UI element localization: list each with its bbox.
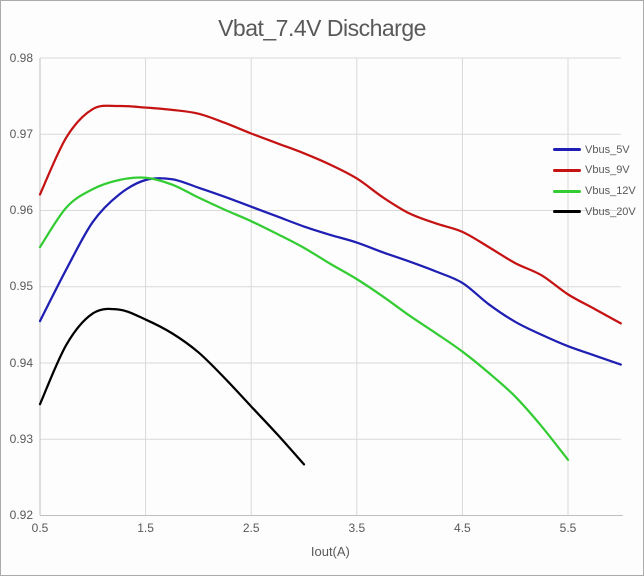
series-line-Vbus_20V xyxy=(38,307,306,466)
legend-line-swatch xyxy=(553,148,581,151)
y-tick-label: 0.94 xyxy=(9,355,33,370)
y-tick-label: 0.96 xyxy=(9,203,33,217)
series-line-Vbus_5V xyxy=(38,177,622,366)
x-tick-label: 4.5 xyxy=(454,521,471,535)
x-tick-label: 5.5 xyxy=(559,521,577,535)
x-axis-title: Iout(A) xyxy=(310,544,350,559)
legend-label: Vbus_5V xyxy=(585,143,630,156)
legend-line-swatch xyxy=(553,210,581,214)
x-tick-label: 1.5 xyxy=(137,521,154,535)
legend-label: Vbus_9V xyxy=(585,164,630,177)
series-line-Vbus_9V xyxy=(38,104,622,325)
y-tick-label: 0.92 xyxy=(9,508,33,522)
x-tick-label: 3.5 xyxy=(348,521,366,535)
y-tick-label: 0.97 xyxy=(9,126,33,141)
chart-title: Vbat_7.4V Discharge xyxy=(218,15,426,41)
legend-item-Vbus_20V: Vbus_20V xyxy=(553,204,636,219)
y-tick-label: 0.98 xyxy=(9,50,33,65)
legend-label: Vbus_12V xyxy=(585,185,636,197)
series-line-Vbus_12V xyxy=(38,176,570,461)
legend-line-swatch xyxy=(553,168,581,172)
y-tick-label: 0.95 xyxy=(9,279,33,294)
y-tick-label: 0.93 xyxy=(9,431,33,446)
x-tick-label: 2.5 xyxy=(242,521,260,535)
legend-line-swatch xyxy=(553,189,581,193)
legend-item-Vbus_9V: Vbus_9V xyxy=(553,163,630,178)
x-tick-label: 0.5 xyxy=(31,521,49,535)
legend-label: Vbus_20V xyxy=(585,205,636,218)
legend-item-Vbus_12V: Vbus_12V xyxy=(553,184,636,199)
legend-item-Vbus_5V: Vbus_5V xyxy=(553,142,630,157)
